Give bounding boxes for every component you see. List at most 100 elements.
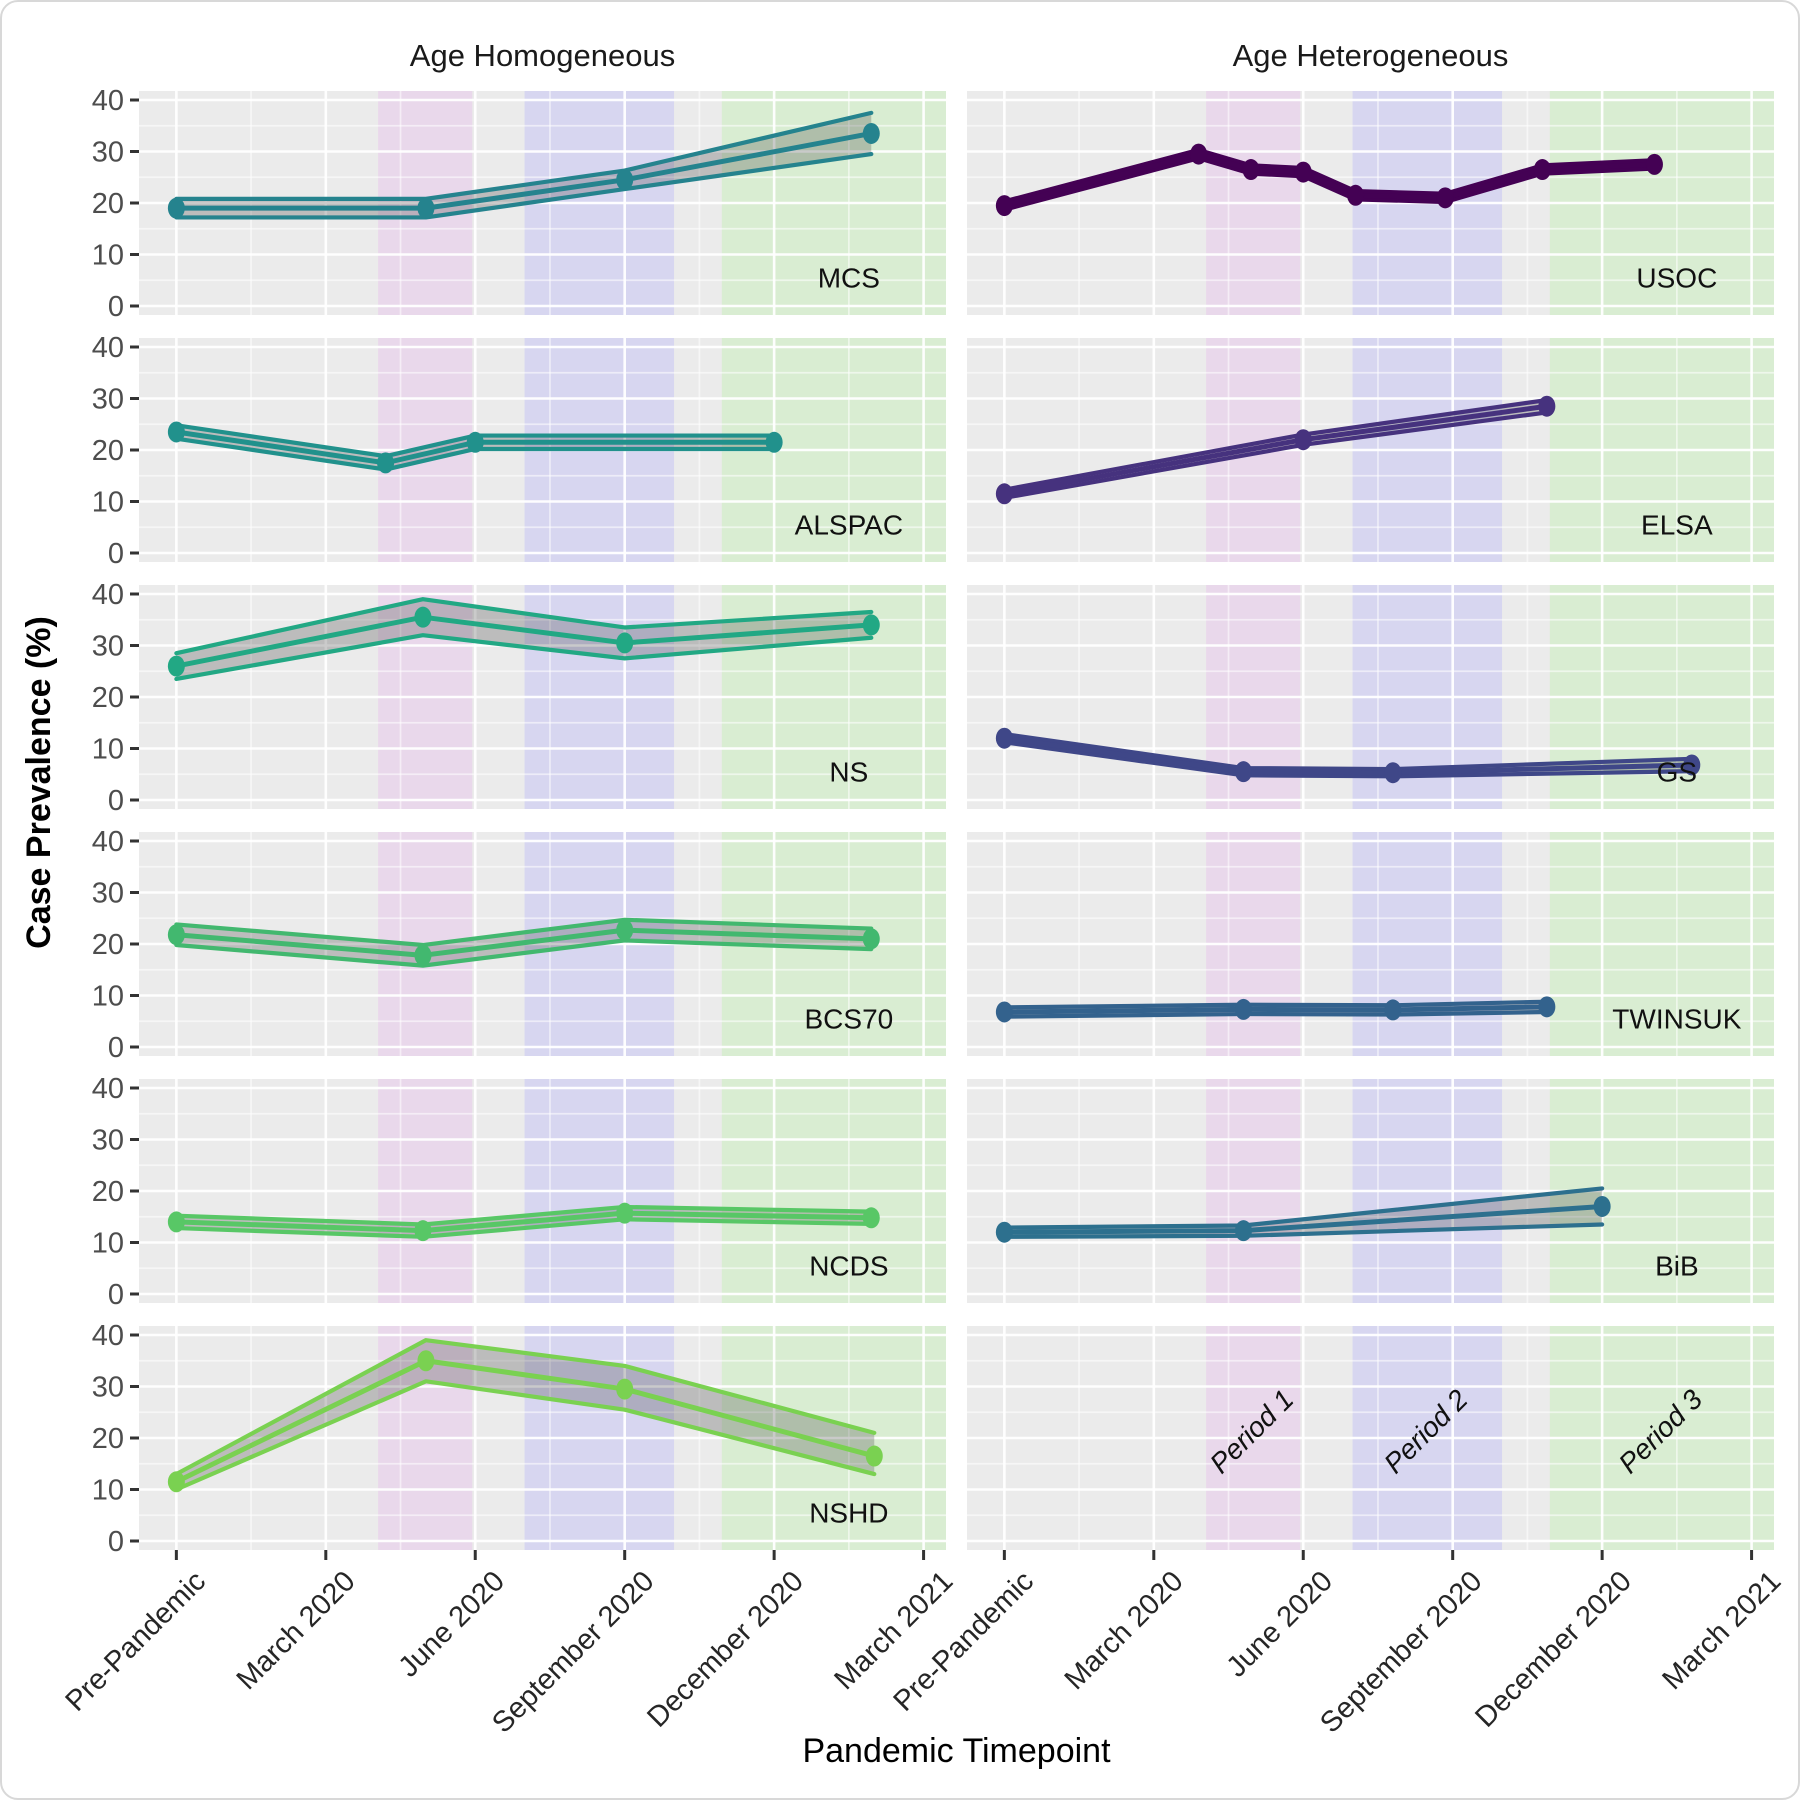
ci-ribbon bbox=[176, 599, 872, 679]
y-tick-label: 40 bbox=[92, 579, 124, 611]
x-tick-label-group: March 2020 bbox=[1059, 1565, 1190, 1696]
panel-label-ELSA: ELSA bbox=[1641, 510, 1713, 541]
panel-label-TWINSUK: TWINSUK bbox=[1612, 1004, 1741, 1035]
mean-line bbox=[173, 130, 874, 211]
y-tick-label: 30 bbox=[92, 1372, 124, 1404]
facet-title-age-homogeneous: Age Homogeneous bbox=[409, 38, 676, 73]
y-tick-label: 30 bbox=[92, 631, 124, 663]
data-point bbox=[377, 452, 395, 474]
data-point bbox=[1538, 996, 1556, 1018]
y-tick-label: 20 bbox=[92, 929, 124, 961]
panel-label-GS: GS bbox=[1657, 757, 1697, 788]
panel-label-NSHD: NSHD bbox=[809, 1498, 888, 1529]
ci-upper-line bbox=[174, 423, 777, 459]
data-point bbox=[1683, 754, 1701, 776]
data-point bbox=[1190, 143, 1208, 165]
ci-upper-line bbox=[1002, 999, 1549, 1010]
y-tick-label: 40 bbox=[92, 85, 124, 117]
ci-upper-line bbox=[174, 1338, 877, 1477]
data-point bbox=[1294, 161, 1312, 183]
data-point bbox=[616, 632, 634, 654]
panel-TWINSUK: TWINSUK bbox=[967, 832, 1774, 1056]
x-tick-label: December 2020 bbox=[1469, 1565, 1638, 1734]
x-tick-label: March 2020 bbox=[231, 1565, 362, 1696]
y-tick-label: 10 bbox=[92, 487, 124, 519]
panel-NCDS: NCDS bbox=[139, 1079, 946, 1303]
mean-line bbox=[1001, 1004, 1550, 1015]
ci-upper-line bbox=[174, 917, 874, 948]
data-point bbox=[1384, 762, 1402, 784]
ci-lower-line bbox=[174, 1217, 874, 1239]
panel-label-MCS: MCS bbox=[818, 263, 880, 294]
data-point bbox=[765, 431, 783, 453]
y-tick-label: 20 bbox=[92, 682, 124, 714]
panel-label-NCDS: NCDS bbox=[809, 1251, 888, 1282]
data-point bbox=[1538, 395, 1556, 417]
panel-ALSPAC: ALSPAC bbox=[139, 338, 946, 562]
data-point bbox=[1436, 187, 1454, 209]
panel-label-NS: NS bbox=[829, 757, 868, 788]
mean-line bbox=[173, 1358, 877, 1485]
y-tick-label: 10 bbox=[92, 981, 124, 1013]
panel-label-ALSPAC: ALSPAC bbox=[795, 510, 903, 541]
y-tick-label: 0 bbox=[108, 1032, 124, 1064]
y-tick-label: 30 bbox=[92, 1125, 124, 1157]
panel-NS: NS bbox=[139, 585, 946, 809]
y-tick-label: 20 bbox=[92, 1176, 124, 1208]
data-point bbox=[995, 483, 1013, 505]
panel-USOC: USOC bbox=[967, 91, 1774, 315]
data-point bbox=[167, 421, 185, 443]
ci-lower-line bbox=[174, 151, 874, 220]
ci-lower-line bbox=[174, 938, 874, 968]
y-tick-label: 40 bbox=[92, 332, 124, 364]
y-tick-label: 10 bbox=[92, 1475, 124, 1507]
data-point bbox=[862, 1207, 880, 1229]
data-point bbox=[167, 655, 185, 677]
data-point bbox=[414, 606, 432, 628]
data-point bbox=[1234, 761, 1252, 783]
x-tick-label: September 2020 bbox=[1314, 1565, 1488, 1739]
y-tick-label: 40 bbox=[92, 1073, 124, 1105]
y-tick-label: 0 bbox=[108, 1526, 124, 1558]
facet-title-age-heterogeneous: Age Heterogeneous bbox=[1232, 38, 1509, 73]
data-point bbox=[1234, 998, 1252, 1020]
data-point bbox=[414, 944, 432, 966]
data-point bbox=[862, 122, 880, 144]
y-tick-label: 30 bbox=[92, 137, 124, 169]
x-tick-label: March 2020 bbox=[1059, 1565, 1190, 1696]
data-point bbox=[414, 1220, 432, 1242]
x-tick-label: June 2020 bbox=[393, 1565, 511, 1683]
panel-ELSA: ELSA bbox=[967, 338, 1774, 562]
data-point bbox=[167, 1211, 185, 1233]
x-tick-label: December 2020 bbox=[641, 1565, 810, 1734]
ci-upper-line bbox=[174, 597, 874, 656]
panel-label-USOC: USOC bbox=[1636, 263, 1717, 294]
ci-upper-line bbox=[174, 1204, 874, 1227]
data-point bbox=[1242, 159, 1260, 181]
ci-upper-line bbox=[1002, 731, 1694, 772]
x-tick-label: March 2021 bbox=[1656, 1565, 1787, 1696]
x-tick-label: Pre-Pandemic bbox=[60, 1565, 213, 1718]
x-tick-label-group: March 2020 bbox=[231, 1565, 362, 1696]
x-tick-label-group: December 2020 bbox=[1469, 1565, 1638, 1734]
y-tick-label: 10 bbox=[92, 1228, 124, 1260]
data-point bbox=[167, 924, 185, 946]
panel-label-BiB: BiB bbox=[1655, 1251, 1699, 1282]
data-point bbox=[1384, 999, 1402, 1021]
y-tick-label: 0 bbox=[108, 785, 124, 817]
data-point bbox=[167, 1471, 185, 1493]
ci-lower-line bbox=[174, 633, 874, 682]
x-tick-label: Pre-Pandemic bbox=[888, 1565, 1041, 1718]
panel-BCS70: BCS70 bbox=[139, 832, 946, 1056]
y-tick-label: 40 bbox=[92, 1320, 124, 1352]
panel-label-BCS70: BCS70 bbox=[805, 1004, 894, 1035]
data-point bbox=[995, 1001, 1013, 1023]
x-tick-label-group: Pre-Pandemic bbox=[888, 1565, 1041, 1718]
panel-NSHD: NSHD bbox=[139, 1326, 946, 1550]
panel-MCS: MCS bbox=[139, 91, 946, 315]
data-point bbox=[417, 197, 435, 219]
mean-line bbox=[1001, 151, 1657, 209]
y-tick-label: 0 bbox=[108, 538, 124, 570]
mean-line bbox=[173, 1210, 874, 1234]
